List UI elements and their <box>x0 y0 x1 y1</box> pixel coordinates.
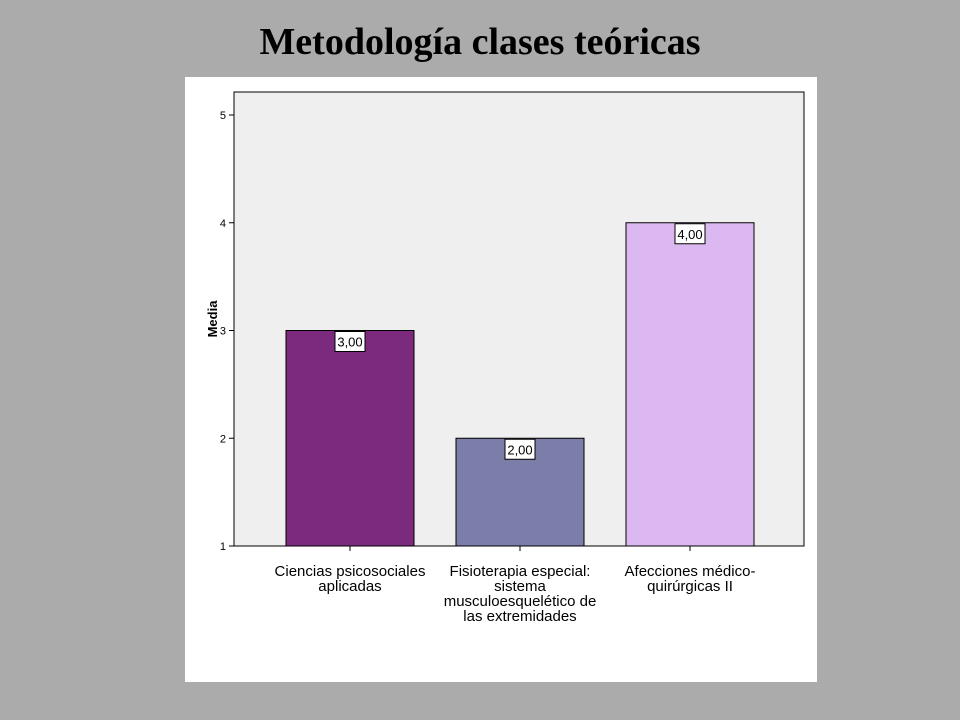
bar <box>285 330 415 547</box>
y-tick-label: 5 <box>220 110 226 122</box>
x-category-label: sistema <box>494 578 546 595</box>
data-label: 2,00 <box>507 442 532 457</box>
data-label-box <box>334 331 366 352</box>
x-category-label: aplicadas <box>318 578 381 595</box>
y-axis: 1 2 3 4 5 <box>220 110 234 553</box>
bars: 3,00 2,00 4,00 <box>285 222 755 547</box>
y-axis-label: Media <box>205 300 220 338</box>
y-tick-label: 4 <box>220 218 226 230</box>
slide-title: Metodología clases teóricas <box>259 21 701 63</box>
x-category-label: las extremidades <box>463 608 576 625</box>
x-category-label: Fisioterapia especial: <box>450 563 591 580</box>
data-label: 3,00 <box>337 335 362 350</box>
x-category-label: quirúrgicas II <box>647 578 733 595</box>
x-category-label: Ciencias psicosociales <box>275 563 426 580</box>
data-label-box <box>504 438 536 460</box>
y-tick-label: 2 <box>220 433 226 445</box>
y-tick-label: 1 <box>220 541 226 553</box>
data-label: 4,00 <box>677 227 702 242</box>
x-category-label: musculoesquelético de <box>444 593 597 610</box>
x-category-label: Afecciones médico- <box>625 563 756 580</box>
y-tick-label: 3 <box>220 326 226 338</box>
bar-chart: 1 2 3 4 5 3,00 2,00 4,00 Ciencias psicosociale… <box>205 91 805 625</box>
data-label-box <box>674 223 706 245</box>
bar <box>625 222 755 547</box>
chart-panel: 1 2 3 4 5 3,00 2,00 4,00 Ciencias psicosociale… <box>185 77 817 682</box>
